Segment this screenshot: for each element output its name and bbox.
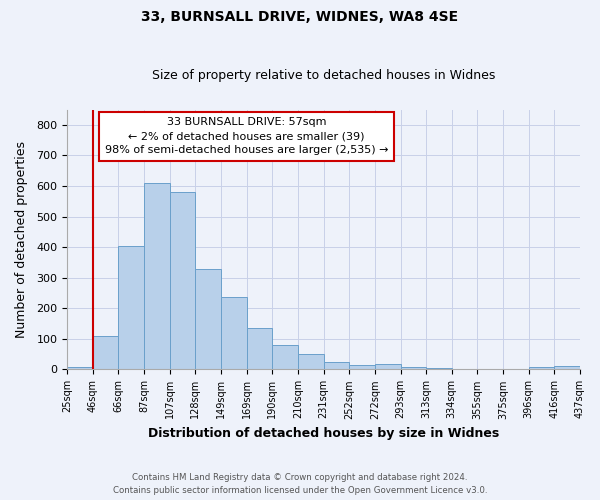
Bar [375, 364, 401, 370]
Title: Size of property relative to detached houses in Widnes: Size of property relative to detached ho… [152, 69, 495, 82]
Bar [298, 354, 323, 370]
Text: 33, BURNSALL DRIVE, WIDNES, WA8 4SE: 33, BURNSALL DRIVE, WIDNES, WA8 4SE [142, 10, 458, 24]
Bar [529, 367, 554, 370]
X-axis label: Distribution of detached houses by size in Widnes: Distribution of detached houses by size … [148, 427, 499, 440]
Bar [118, 246, 144, 370]
Bar [349, 365, 375, 370]
Bar [196, 268, 221, 370]
Y-axis label: Number of detached properties: Number of detached properties [15, 141, 28, 338]
Bar [93, 336, 118, 370]
Bar [401, 367, 426, 370]
Text: Contains HM Land Registry data © Crown copyright and database right 2024.
Contai: Contains HM Land Registry data © Crown c… [113, 474, 487, 495]
Bar [323, 362, 349, 370]
Text: 33 BURNSALL DRIVE: 57sqm
← 2% of detached houses are smaller (39)
98% of semi-de: 33 BURNSALL DRIVE: 57sqm ← 2% of detache… [105, 118, 388, 156]
Bar [247, 328, 272, 370]
Bar [144, 183, 170, 370]
Bar [221, 297, 247, 370]
Bar [272, 345, 298, 370]
Bar [554, 366, 580, 370]
Bar [67, 367, 93, 370]
Bar [426, 368, 452, 370]
Bar [170, 192, 196, 370]
